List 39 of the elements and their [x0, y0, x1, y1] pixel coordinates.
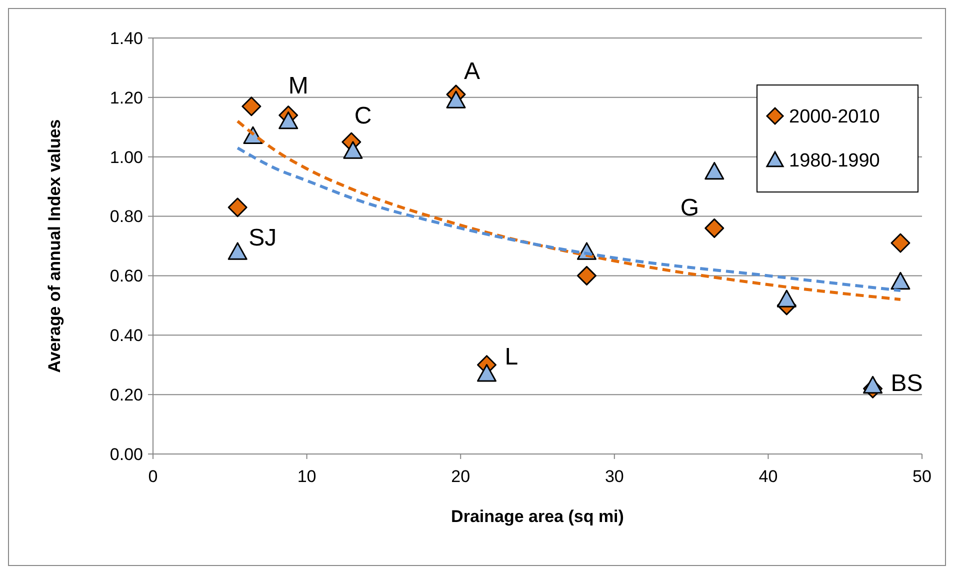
point: [446, 90, 466, 108]
y-axis-title: Average of annual Index values: [45, 119, 64, 373]
x-tick-label: 0: [148, 467, 158, 486]
y-tick-label: 0.00: [110, 444, 143, 464]
point: [704, 218, 724, 238]
y-tick-label: 0.80: [110, 207, 143, 226]
point: [576, 266, 596, 286]
y-tick-label: 1.40: [110, 28, 143, 48]
point: [242, 96, 262, 116]
point: [704, 162, 724, 180]
x-tick-label: 40: [758, 467, 778, 486]
point: [890, 272, 910, 290]
point: [890, 233, 910, 253]
x-tick-label: 50: [912, 467, 932, 486]
annotation: L: [504, 343, 518, 370]
point: [776, 290, 796, 308]
annotation: A: [464, 58, 480, 85]
annotation: G: [680, 194, 700, 222]
point: [343, 141, 363, 159]
y-tick-label: 0.20: [110, 386, 143, 405]
annotation: C: [354, 102, 372, 130]
annotation: M: [288, 72, 308, 100]
y-tick-label: 0.40: [110, 326, 143, 346]
point: [228, 242, 248, 260]
legend-label: 1980-1990: [789, 150, 880, 172]
x-tick-label: 10: [297, 467, 316, 486]
point: [863, 376, 883, 394]
y-tick-label: 1.20: [110, 88, 143, 108]
point: [228, 198, 248, 218]
annotation: SJ: [248, 224, 277, 252]
annotation: BS: [890, 370, 923, 398]
point: [278, 111, 298, 130]
x-axis-title: Drainage area (sq mi): [451, 507, 624, 526]
legend-label: 2000-2010: [789, 106, 880, 128]
x-tick-label: 20: [451, 467, 470, 486]
point: [476, 364, 496, 382]
y-tick-label: 1.00: [110, 148, 143, 167]
x-tick-label: 30: [604, 467, 624, 486]
y-tick-label: 0.60: [110, 266, 143, 286]
